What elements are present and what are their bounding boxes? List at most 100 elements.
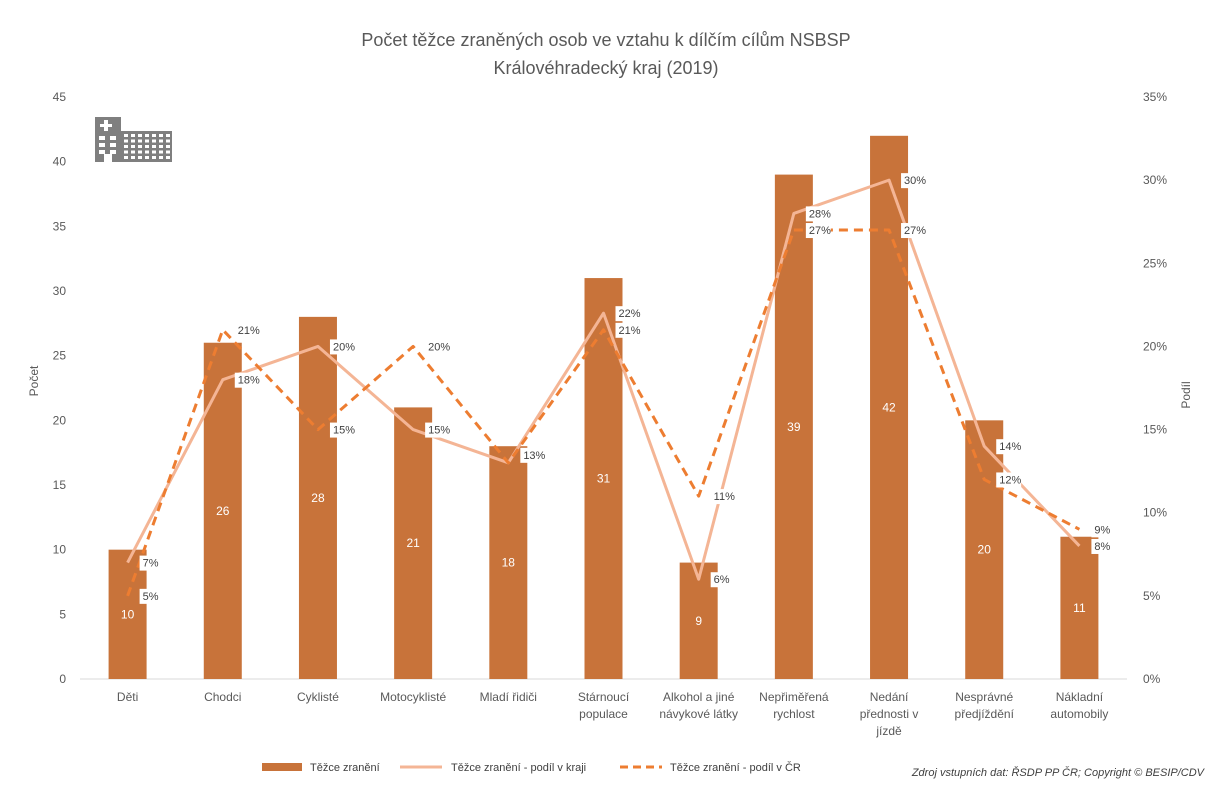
percent-label: 20% [425, 339, 450, 355]
bars [108, 135, 1099, 680]
percent-label: 27% [805, 223, 831, 239]
y2-tick-label: 15% [1143, 423, 1167, 437]
percent-label-text: 27% [809, 225, 831, 237]
percent-label-text: 9% [1094, 524, 1110, 536]
hospital-building-icon [95, 117, 172, 162]
bar-value-label: 42 [882, 400, 896, 414]
bar-value-label: 10 [121, 607, 135, 621]
bar-value-label: 9 [695, 614, 702, 628]
percent-label-text: 27% [904, 225, 926, 237]
percent-label-bg [425, 422, 451, 438]
y-tick-label: 0 [59, 672, 66, 686]
line-podil-cr [126, 228, 1081, 597]
bar-value-label: 26 [216, 504, 230, 518]
percent-label: 18% [234, 372, 260, 388]
percent-label: 21% [234, 322, 260, 338]
bar-value-label: 39 [787, 420, 801, 434]
percent-label-text: 28% [809, 208, 831, 220]
percent-labels: 7% 5% 18% 21% 20% 15% 15% 20% 13% 22% 21% 6% 11% 28% 2… [139, 173, 1111, 604]
percent-label: 20% [329, 339, 355, 355]
y-tick-label: 10 [53, 543, 67, 557]
percent-label-bg [234, 322, 260, 338]
bar-value-label: 28 [311, 491, 325, 505]
y-tick-label: 40 [53, 155, 67, 169]
percent-label: 30% [901, 173, 926, 189]
x-tick-label: Nákladní automobily [1050, 690, 1108, 721]
percent-label-bg [1091, 538, 1111, 554]
percent-label-bg [615, 306, 641, 322]
bar [203, 342, 242, 679]
x-tick-label: Motocyklisté [380, 690, 446, 704]
percent-label-text: 14% [999, 441, 1021, 453]
percent-label-text: 20% [428, 341, 450, 353]
percent-label-bg [1091, 522, 1111, 538]
percent-label: 15% [425, 422, 451, 438]
line-podil-kraj [126, 178, 1081, 581]
y-axis-ticks: 0 5 10 15 20 25 30 35 40 45 [53, 90, 67, 686]
percent-label-bg [710, 572, 730, 588]
percent-label-bg [615, 322, 641, 338]
percent-label-bg [901, 173, 926, 189]
bar [108, 549, 147, 679]
percent-label-bg [805, 223, 831, 239]
y2-axis-ticks: 0% 5% 10% 15% 20% 25% 30% 35% [1143, 90, 1167, 686]
percent-label-bg [805, 206, 831, 222]
bar [394, 407, 433, 679]
x-tick-label: Nesprávné předjíždění [955, 690, 1015, 721]
percent-label: 5% [139, 588, 159, 604]
y2-tick-label: 5% [1143, 589, 1161, 603]
y-tick-label: 35 [53, 219, 67, 233]
percent-label-text: 13% [523, 450, 545, 462]
x-tick-label: Stárnoucí populace [578, 690, 630, 721]
bar-value-label: 11 [1073, 601, 1086, 615]
bar-value-label: 21 [406, 536, 420, 550]
percent-label: 8% [1091, 538, 1111, 554]
percent-label: 27% [901, 223, 926, 239]
percent-label-text: 22% [619, 308, 641, 320]
source-note: Zdroj vstupních dat: ŘSDP PP ČR; Copyrig… [911, 766, 1206, 779]
percent-label: 14% [996, 439, 1021, 455]
legend-label-bar: Těžce zranění [310, 762, 380, 774]
percent-label-text: 8% [1094, 541, 1110, 553]
x-tick-label: Nepřiměřená rychlost [759, 690, 829, 721]
y-tick-label: 20 [53, 413, 67, 427]
bar-value-label: 31 [597, 472, 611, 486]
y2-axis-title: Podíl [1179, 381, 1193, 408]
x-tick-label: Mladí řidiči [480, 690, 537, 704]
percent-label-bg [139, 555, 159, 571]
y-axis-title: Počet [27, 365, 41, 396]
y2-tick-label: 10% [1143, 506, 1167, 520]
percent-label: 12% [996, 472, 1022, 488]
legend-label-kraj: Těžce zranění - podíl v kraji [451, 762, 586, 774]
y-tick-label: 25 [53, 349, 67, 363]
percent-label-text: 18% [238, 375, 260, 387]
percent-label: 13% [520, 447, 546, 463]
percent-label-text: 20% [333, 341, 355, 353]
x-tick-label: Nedání přednosti v jízdě [860, 690, 919, 738]
percent-label-text: 21% [238, 325, 260, 337]
y-tick-label: 15 [53, 478, 67, 492]
chart-subtitle: Královéhradecký kraj (2019) [493, 58, 718, 78]
percent-label-text: 15% [428, 425, 450, 437]
bar [1060, 536, 1099, 679]
percent-label-bg [901, 223, 926, 239]
percent-label-bg [996, 472, 1022, 488]
y-tick-label: 30 [53, 284, 67, 298]
y-tick-label: 45 [53, 90, 67, 104]
y2-tick-label: 20% [1143, 339, 1167, 353]
percent-label-text: 15% [333, 425, 355, 437]
legend: Těžce zranění Těžce zranění - podíl v kr… [262, 761, 801, 774]
bar [965, 420, 1004, 679]
percent-label-text: 7% [143, 558, 159, 570]
percent-label-bg [329, 422, 355, 438]
y-tick-label: 5 [59, 607, 66, 621]
legend-swatch-bar [262, 763, 302, 771]
bar-value-label: 18 [502, 556, 516, 570]
series-lines [126, 178, 1081, 597]
percent-label-text: 30% [904, 175, 926, 187]
bar-value-label: 20 [978, 543, 992, 557]
y2-tick-label: 0% [1143, 672, 1161, 686]
percent-label-bg [710, 489, 736, 505]
percent-label-text: 21% [619, 325, 641, 337]
